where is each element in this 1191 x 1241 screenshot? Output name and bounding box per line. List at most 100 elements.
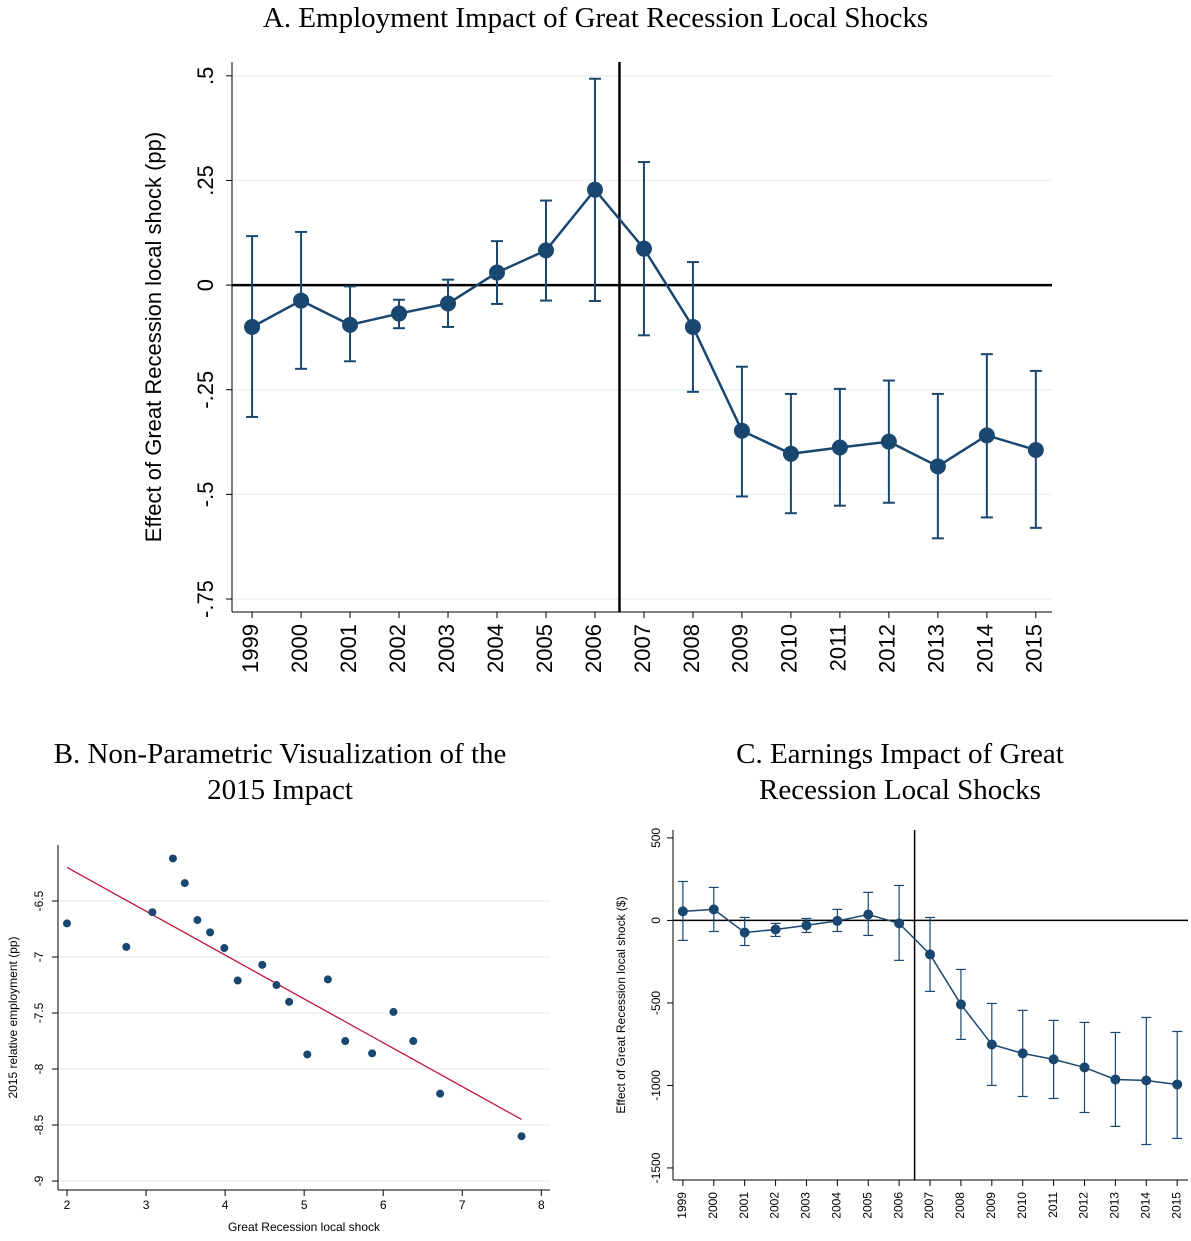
point bbox=[440, 295, 457, 312]
x-tick-label: 2007 bbox=[630, 624, 655, 673]
x-tick-label: 2000 bbox=[287, 624, 312, 673]
point bbox=[1048, 1054, 1059, 1065]
y-tick-label: .5 bbox=[193, 67, 218, 85]
y-tick-label: -.75 bbox=[193, 580, 218, 618]
x-tick-label: 2013 bbox=[924, 624, 949, 673]
x-tick-label: 2010 bbox=[1015, 1192, 1029, 1219]
x-tick-label: 1999 bbox=[238, 624, 263, 673]
x-tick-label: 2008 bbox=[679, 624, 704, 673]
point bbox=[1172, 1079, 1183, 1090]
point bbox=[409, 1037, 418, 1046]
point bbox=[148, 908, 157, 917]
x-tick-label: 2004 bbox=[830, 1192, 844, 1219]
y-tick-label: -7 bbox=[32, 951, 46, 962]
y-tick-label: -1500 bbox=[649, 1152, 663, 1183]
point bbox=[436, 1089, 445, 1098]
x-tick-label: 2014 bbox=[973, 624, 998, 673]
x-tick-label: 7 bbox=[459, 1198, 466, 1212]
x-tick-label: 2006 bbox=[581, 624, 606, 673]
panel-b-title: B. Non-Parametric Visualization of the 2… bbox=[53, 738, 507, 806]
y-tick-label: 500 bbox=[649, 828, 663, 848]
point bbox=[1141, 1075, 1152, 1086]
y-axis-label: Effect of Great Recession local shock (p… bbox=[141, 132, 166, 542]
point bbox=[586, 181, 603, 198]
x-tick-label: 2001 bbox=[336, 624, 361, 673]
x-tick-label: 4 bbox=[222, 1198, 229, 1212]
point bbox=[831, 439, 848, 456]
point bbox=[684, 318, 701, 335]
panel-a-title: A. Employment Impact of Great Recession … bbox=[262, 2, 929, 34]
y-tick-label: -.25 bbox=[193, 371, 218, 409]
point bbox=[193, 916, 202, 925]
point bbox=[244, 318, 261, 335]
point bbox=[368, 1049, 377, 1058]
x-tick-label: 1999 bbox=[675, 1192, 689, 1219]
x-tick-label: 2014 bbox=[1138, 1192, 1152, 1219]
x-tick-label: 2008 bbox=[953, 1192, 967, 1219]
point bbox=[801, 920, 812, 931]
point bbox=[285, 997, 294, 1006]
point bbox=[978, 427, 995, 444]
x-tick-label: 6 bbox=[380, 1198, 387, 1212]
fit-line bbox=[66, 866, 522, 1120]
point bbox=[342, 316, 359, 333]
point bbox=[986, 1039, 997, 1050]
x-tick-label: 2005 bbox=[532, 624, 557, 673]
x-tick-label: 2001 bbox=[737, 1192, 751, 1219]
point bbox=[323, 975, 332, 984]
point bbox=[168, 854, 177, 863]
point bbox=[258, 960, 267, 969]
y-tick-label: -8.5 bbox=[32, 1114, 46, 1135]
x-tick-label: 2007 bbox=[922, 1192, 936, 1219]
point bbox=[517, 1132, 526, 1141]
x-axis-label: Great Recession local shock bbox=[228, 1220, 381, 1234]
point bbox=[880, 433, 897, 450]
x-tick-label: 2015 bbox=[1169, 1192, 1183, 1219]
x-tick-label: 2005 bbox=[860, 1192, 874, 1219]
point bbox=[929, 458, 946, 475]
point bbox=[391, 305, 408, 322]
x-tick-label: 2010 bbox=[777, 624, 802, 673]
x-tick-label: 2012 bbox=[875, 624, 900, 673]
panel-c-title: C. Earnings Impact of Great Recession Lo… bbox=[736, 738, 1064, 806]
x-tick-label: 3 bbox=[143, 1198, 150, 1212]
point bbox=[341, 1037, 350, 1046]
y-tick-label: -500 bbox=[649, 991, 663, 1015]
x-tick-label: 2003 bbox=[799, 1192, 813, 1219]
point bbox=[677, 906, 688, 917]
point bbox=[1110, 1074, 1121, 1085]
x-tick-label: 2009 bbox=[984, 1192, 998, 1219]
y-tick-label: -1000 bbox=[649, 1070, 663, 1101]
point bbox=[925, 949, 936, 960]
point bbox=[708, 904, 719, 915]
y-axis-label: Effect of Great Recession local shock ($… bbox=[614, 896, 628, 1113]
point bbox=[894, 918, 905, 929]
x-tick-label: 2011 bbox=[1046, 1192, 1060, 1218]
y-tick-label: -8 bbox=[32, 1063, 46, 1074]
point bbox=[782, 445, 799, 462]
point bbox=[635, 240, 652, 257]
y-tick-label: 0 bbox=[649, 917, 663, 924]
y-tick-label: -6.5 bbox=[32, 890, 46, 911]
x-tick-label: 2012 bbox=[1077, 1192, 1091, 1219]
point bbox=[233, 976, 242, 985]
point bbox=[832, 915, 843, 926]
point bbox=[537, 242, 554, 259]
point bbox=[122, 942, 131, 951]
point bbox=[293, 292, 310, 309]
point bbox=[1017, 1048, 1028, 1059]
x-tick-label: 2006 bbox=[891, 1192, 905, 1219]
point bbox=[206, 928, 215, 937]
x-tick-label: 2015 bbox=[1022, 624, 1047, 673]
x-tick-label: 2009 bbox=[728, 624, 753, 673]
x-tick-label: 2002 bbox=[768, 1192, 782, 1219]
point bbox=[733, 422, 750, 439]
x-tick-label: 2002 bbox=[385, 624, 410, 673]
point bbox=[770, 924, 781, 935]
y-tick-label: -7.5 bbox=[32, 1002, 46, 1023]
point bbox=[1079, 1062, 1090, 1073]
point bbox=[303, 1050, 312, 1059]
point bbox=[272, 981, 281, 990]
x-tick-label: 2003 bbox=[434, 624, 459, 673]
